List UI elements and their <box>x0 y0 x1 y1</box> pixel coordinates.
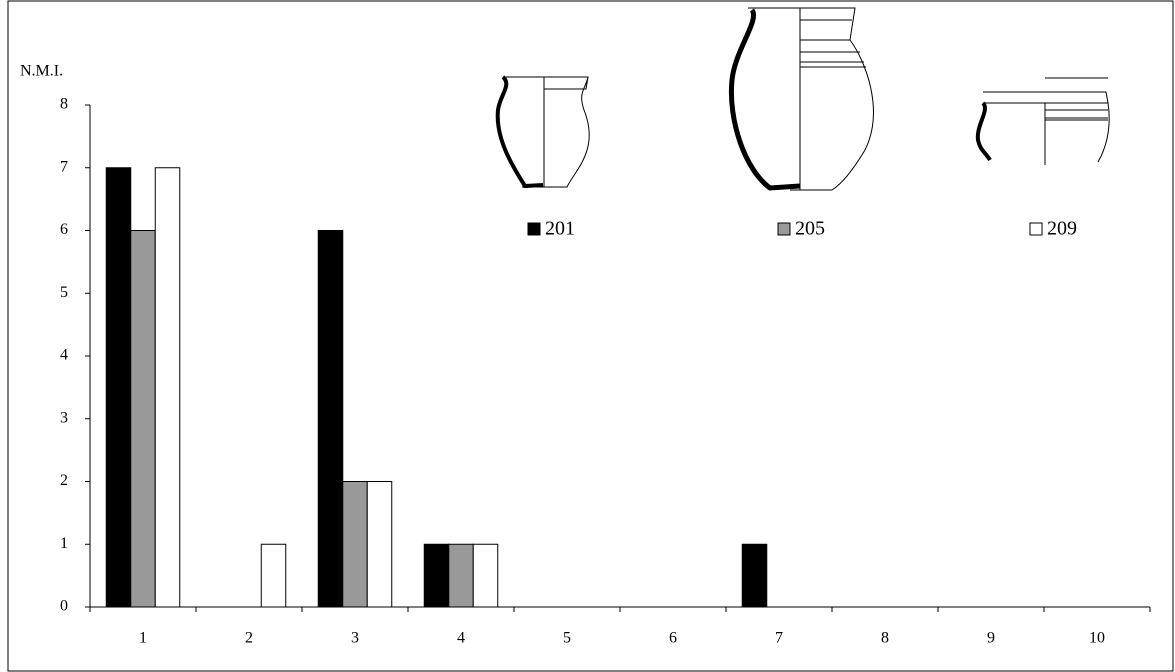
bar <box>260 543 287 608</box>
y-tick-label: 3 <box>60 409 68 426</box>
x-tick-label: 3 <box>351 630 359 647</box>
y-tick-label: 6 <box>60 221 68 238</box>
bar <box>423 543 450 608</box>
bar <box>741 543 768 608</box>
x-tick-label: 4 <box>457 630 465 647</box>
bar <box>472 543 499 608</box>
legend-swatch <box>527 222 541 236</box>
y-tick-label: 8 <box>60 96 68 113</box>
x-tick-label: 9 <box>987 630 995 647</box>
legend-label: 201 <box>545 218 575 240</box>
chart-frame <box>7 0 1174 672</box>
legend-label: 209 <box>1047 218 1077 240</box>
x-tick-label: 5 <box>563 630 571 647</box>
bar <box>317 230 344 608</box>
y-tick-label: 2 <box>60 472 68 489</box>
legend-swatch <box>777 222 791 236</box>
bar <box>448 543 474 608</box>
x-tick-label: 2 <box>245 630 253 647</box>
y-axis-label: N.M.I. <box>20 63 63 80</box>
bar <box>342 481 368 608</box>
bar <box>130 230 156 608</box>
x-tick-label: 1 <box>139 630 147 647</box>
bar <box>105 167 132 608</box>
x-tick-label: 6 <box>669 630 677 647</box>
y-tick-label: 5 <box>60 284 68 301</box>
bar <box>366 481 393 608</box>
x-tick-label: 8 <box>881 630 889 647</box>
y-tick-label: 1 <box>60 535 68 552</box>
legend-swatch <box>1029 222 1043 236</box>
y-tick-label: 4 <box>60 347 68 364</box>
pot-illustrations <box>495 7 1110 191</box>
y-tick-label: 0 <box>60 598 68 615</box>
y-tick-label: 7 <box>60 158 68 175</box>
bar <box>154 167 181 608</box>
legend-label: 205 <box>795 218 825 240</box>
x-tick-label: 10 <box>1089 630 1105 647</box>
x-tick-label: 7 <box>775 630 783 647</box>
